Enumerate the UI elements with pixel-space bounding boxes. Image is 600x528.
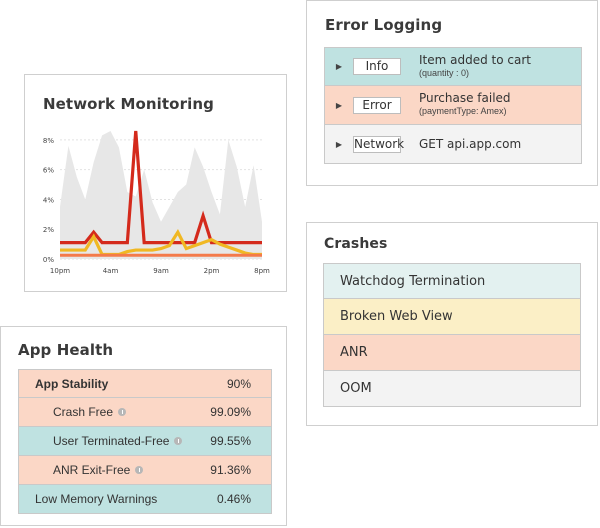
line-series [60, 130, 262, 245]
chevron-right-icon[interactable]: ▶ [335, 62, 343, 71]
health-value: 91.36% [210, 463, 251, 477]
log-level-badge: Info [353, 58, 401, 75]
log-message: Purchase failed (paymentType: Amex) [419, 92, 511, 118]
error-logging-card: Error Logging ▶ Info Item added to cart … [306, 0, 598, 186]
x-tick-label: 4am [103, 267, 119, 275]
health-list: App Stability 90% Crash Free 99.09% User… [18, 369, 272, 514]
x-tick-label: 2pm [204, 267, 220, 275]
log-row[interactable]: ▶ Info Item added to cart (quantity : 0) [324, 47, 582, 86]
log-message: GET api.app.com [419, 136, 522, 151]
health-value: 90% [226, 376, 251, 391]
error-logging-title: Error Logging [325, 16, 443, 34]
x-tick-label: 10pm [50, 267, 70, 275]
health-label: User Terminated-Free [19, 434, 183, 448]
health-value: 99.55% [210, 434, 251, 448]
network-monitoring-title: Network Monitoring [43, 95, 214, 113]
log-message-detail: (paymentType: Amex) [419, 106, 507, 116]
network-monitoring-card: 0% 2% 4% 6% 8% 10pm 4am 9am 2pm 8pm Network Monit… [24, 74, 287, 292]
health-label: Low Memory Warnings [19, 492, 157, 506]
health-row-app-stability[interactable]: App Stability 90% [18, 369, 272, 398]
network-chart: 0% 2% 4% 6% 8% 10pm 4am 9am 2pm 8pm [43, 130, 270, 275]
area-series [60, 130, 262, 259]
app-health-card: App Health App Stability 90% Crash Free … [0, 326, 287, 526]
crash-item-watchdog-termination[interactable]: Watchdog Termination [323, 263, 581, 299]
line-series [60, 228, 262, 257]
log-level-badge: Error [353, 96, 401, 114]
chevron-right-icon[interactable]: ▶ [335, 139, 343, 149]
crash-item-oom[interactable]: OOM [323, 371, 581, 407]
log-row[interactable]: ▶ Network GET api.app.com [324, 125, 582, 164]
log-list: ▶ Info Item added to cart (quantity : 0)… [324, 47, 582, 164]
info-icon[interactable] [174, 437, 183, 445]
crash-list: Watchdog Termination Broken Web View ANR… [323, 263, 581, 407]
info-icon[interactable] [118, 408, 127, 416]
health-row-anr-exit-free[interactable]: ANR Exit-Free 91.36% [18, 456, 272, 485]
log-message: Item added to cart (quantity : 0) [419, 52, 531, 80]
chevron-right-icon[interactable]: ▶ [335, 100, 343, 110]
info-icon[interactable] [135, 466, 144, 474]
health-label-text: User Terminated-Free [53, 434, 170, 448]
y-tick-label: 0% [43, 256, 54, 264]
y-tick-label: 2% [43, 226, 54, 234]
log-message-detail: (quantity : 0) [419, 67, 470, 78]
health-value: 0.46% [216, 492, 251, 506]
health-label: App Stability [19, 377, 108, 391]
health-row-crash-free[interactable]: Crash Free 99.09% [18, 398, 272, 427]
log-message-text: GET api.app.com [419, 136, 522, 151]
health-row-low-memory-warnings[interactable]: Low Memory Warnings 0.46% [18, 485, 272, 514]
health-label-text: App Stability [35, 376, 109, 391]
health-label: ANR Exit-Free [19, 463, 144, 477]
health-row-user-terminated-free[interactable]: User Terminated-Free 99.55% [18, 427, 272, 456]
crashes-title: Crashes [324, 236, 388, 252]
y-tick-label: 6% [43, 167, 54, 175]
crash-item-anr[interactable]: ANR [323, 335, 581, 371]
health-label-text: ANR Exit-Free [53, 463, 131, 477]
log-message-text: Purchase failed [419, 91, 511, 105]
crash-item-broken-web-view[interactable]: Broken Web View [323, 299, 581, 335]
y-tick-label: 8% [43, 137, 54, 145]
log-message-text: Item added to cart [419, 52, 531, 67]
x-tick-label: 8pm [254, 267, 270, 275]
health-label-text: Crash Free [53, 405, 114, 419]
x-tick-label: 9am [153, 267, 169, 275]
health-label: Crash Free [19, 405, 127, 419]
health-label-text: Low Memory Warnings [35, 492, 158, 506]
crashes-card: Crashes Watchdog Termination Broken Web … [306, 222, 598, 426]
app-health-title: App Health [18, 341, 114, 359]
log-level-badge: Network [353, 135, 405, 153]
health-value: 99.09% [210, 405, 251, 419]
log-row[interactable]: ▶ Error Purchase failed (paymentType: Am… [324, 86, 582, 125]
y-tick-label: 4% [43, 196, 54, 204]
